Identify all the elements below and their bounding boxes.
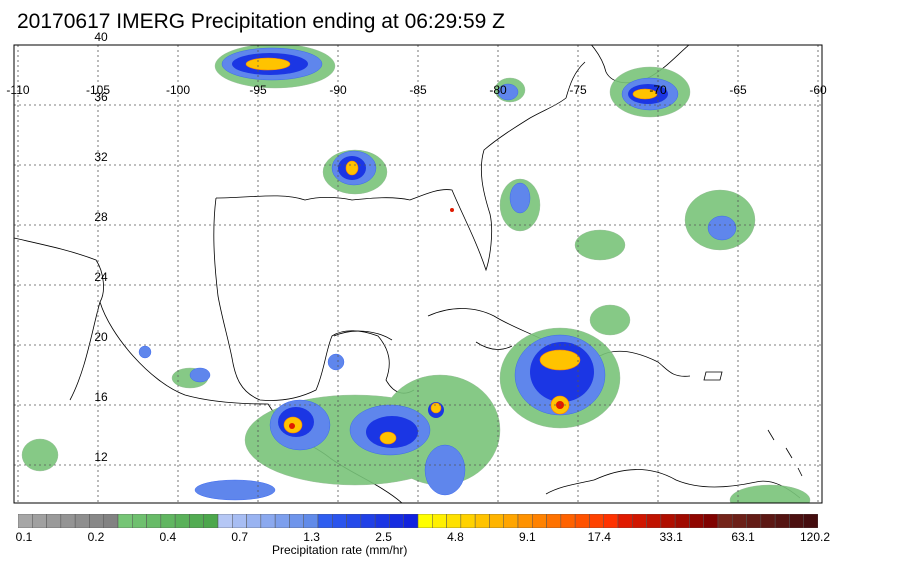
colorbar-swatch xyxy=(18,514,33,528)
colorbar-swatch xyxy=(660,514,676,528)
colorbar-swatch xyxy=(532,514,547,528)
colorbar-swatch xyxy=(289,514,304,528)
colorbar-swatch xyxy=(74,514,90,528)
latitude-tick-label: 40 xyxy=(94,30,108,44)
latitude-tick-label: 16 xyxy=(94,390,108,404)
colorbar-swatch xyxy=(560,514,576,528)
colorbar-swatch xyxy=(774,514,790,528)
colorbar-swatch xyxy=(432,514,447,528)
longitude-tick-label: -90 xyxy=(329,83,347,97)
colorbar-swatch xyxy=(746,514,762,528)
colorbar-tick-label: 1.3 xyxy=(303,530,320,544)
colorbar-swatch xyxy=(417,514,433,528)
colorbar-swatch xyxy=(503,514,519,528)
colorbar-swatch xyxy=(760,514,776,528)
longitude-tick-label: -110 xyxy=(6,83,29,97)
colorbar-swatch xyxy=(646,514,662,528)
map-content xyxy=(14,45,822,503)
colorbar-swatch xyxy=(460,514,476,528)
colorbar-swatch xyxy=(89,514,104,528)
precip-intense xyxy=(245,57,658,445)
colorbar-swatch xyxy=(217,514,233,528)
colorbar-swatch xyxy=(132,514,147,528)
colorbar-swatch xyxy=(689,514,704,528)
colorbar-swatch xyxy=(360,514,376,528)
map-frame xyxy=(13,44,823,504)
colorbar-swatch xyxy=(717,514,733,528)
colorbar-swatch xyxy=(203,514,219,528)
latitude-tick-label: 36 xyxy=(94,90,108,104)
colorbar-swatch xyxy=(346,514,362,528)
colorbar-swatch xyxy=(474,514,490,528)
colorbar-swatch xyxy=(403,514,419,528)
longitude-labels: -110 -105 -100 -95 -90 -85 -80 -75 -70 -65 -60 xyxy=(6,83,827,97)
colorbar-swatch xyxy=(546,514,562,528)
latitude-tick-label: 12 xyxy=(94,450,108,464)
colorbar-tick-label: 0.7 xyxy=(231,530,249,544)
colorbar-swatch xyxy=(274,514,290,528)
colorbar-swatch xyxy=(160,514,176,528)
colorbar-swatch xyxy=(446,514,462,528)
colorbar-tick-label: 120.2 xyxy=(799,530,831,544)
colorbar-tick-label: 33.1 xyxy=(659,530,683,544)
colorbar-swatch xyxy=(189,514,204,528)
colorbar-swatch xyxy=(617,514,633,528)
gridlines xyxy=(14,45,822,503)
colorbar-swatch xyxy=(103,514,119,528)
colorbar-swatch xyxy=(803,514,818,528)
latitude-tick-label: 20 xyxy=(94,330,108,344)
colorbar-tick-label: 9.1 xyxy=(519,530,536,544)
colorbar-swatch xyxy=(46,514,62,528)
longitude-tick-label: -60 xyxy=(809,83,827,97)
colorbar-tick-label: 17.4 xyxy=(587,530,611,544)
latitude-tick-label: 24 xyxy=(94,270,108,284)
colorbar-swatch xyxy=(374,514,390,528)
colorbar-tick-label: 0.1 xyxy=(15,530,33,544)
colorbar xyxy=(18,514,818,528)
longitude-tick-label: -105 xyxy=(86,83,110,97)
latitude-tick-label: 32 xyxy=(94,150,108,164)
colorbar-swatch xyxy=(32,514,47,528)
colorbar-tick-label: 0.2 xyxy=(87,530,105,544)
latitude-tick-label: 28 xyxy=(94,210,108,224)
longitude-tick-label: -85 xyxy=(409,83,427,97)
longitude-tick-label: -100 xyxy=(166,83,190,97)
colorbar-tick-label: 2.5 xyxy=(375,530,392,544)
longitude-tick-label: -65 xyxy=(729,83,747,97)
map-title: 20170617 IMERG Precipitation ending at 0… xyxy=(17,10,505,33)
colorbar-swatch xyxy=(574,514,590,528)
colorbar-swatch xyxy=(303,514,319,528)
colorbar-swatch xyxy=(246,514,262,528)
longitude-tick-label: -95 xyxy=(249,83,267,97)
colorbar-swatch xyxy=(674,514,690,528)
colorbar-swatch xyxy=(589,514,604,528)
colorbar-swatch xyxy=(146,514,162,528)
colorbar-swatch xyxy=(703,514,719,528)
colorbar-swatch xyxy=(117,514,133,528)
colorbar-swatch xyxy=(174,514,190,528)
colorbar-swatch xyxy=(389,514,404,528)
colorbar-swatch xyxy=(260,514,276,528)
longitude-tick-label: -70 xyxy=(649,83,667,97)
colorbar-swatch xyxy=(317,514,333,528)
colorbar-swatch xyxy=(489,514,504,528)
longitude-tick-label: -80 xyxy=(489,83,507,97)
colorbar-swatch xyxy=(732,514,747,528)
colorbar-tick-label: 63.1 xyxy=(731,530,755,544)
colorbar-title: Precipitation rate (mm/hr) xyxy=(272,543,408,557)
colorbar-swatch xyxy=(517,514,533,528)
latitude-labels: 40 36 32 28 24 20 16 12 xyxy=(94,30,108,464)
colorbar-swatch xyxy=(603,514,619,528)
colorbar-swatch xyxy=(232,514,247,528)
longitude-tick-label: -75 xyxy=(569,83,587,97)
colorbar-swatch xyxy=(632,514,647,528)
colorbar-swatch xyxy=(789,514,804,528)
precipitation-map: -110 -105 -100 -95 -90 -85 -80 -75 -70 -65 -60 40 3… xyxy=(6,30,827,504)
colorbar-tick-label: 0.4 xyxy=(159,530,177,544)
colorbar-swatch xyxy=(332,514,347,528)
colorbar-tick-label: 4.8 xyxy=(447,530,464,544)
colorbar-swatch xyxy=(60,514,76,528)
